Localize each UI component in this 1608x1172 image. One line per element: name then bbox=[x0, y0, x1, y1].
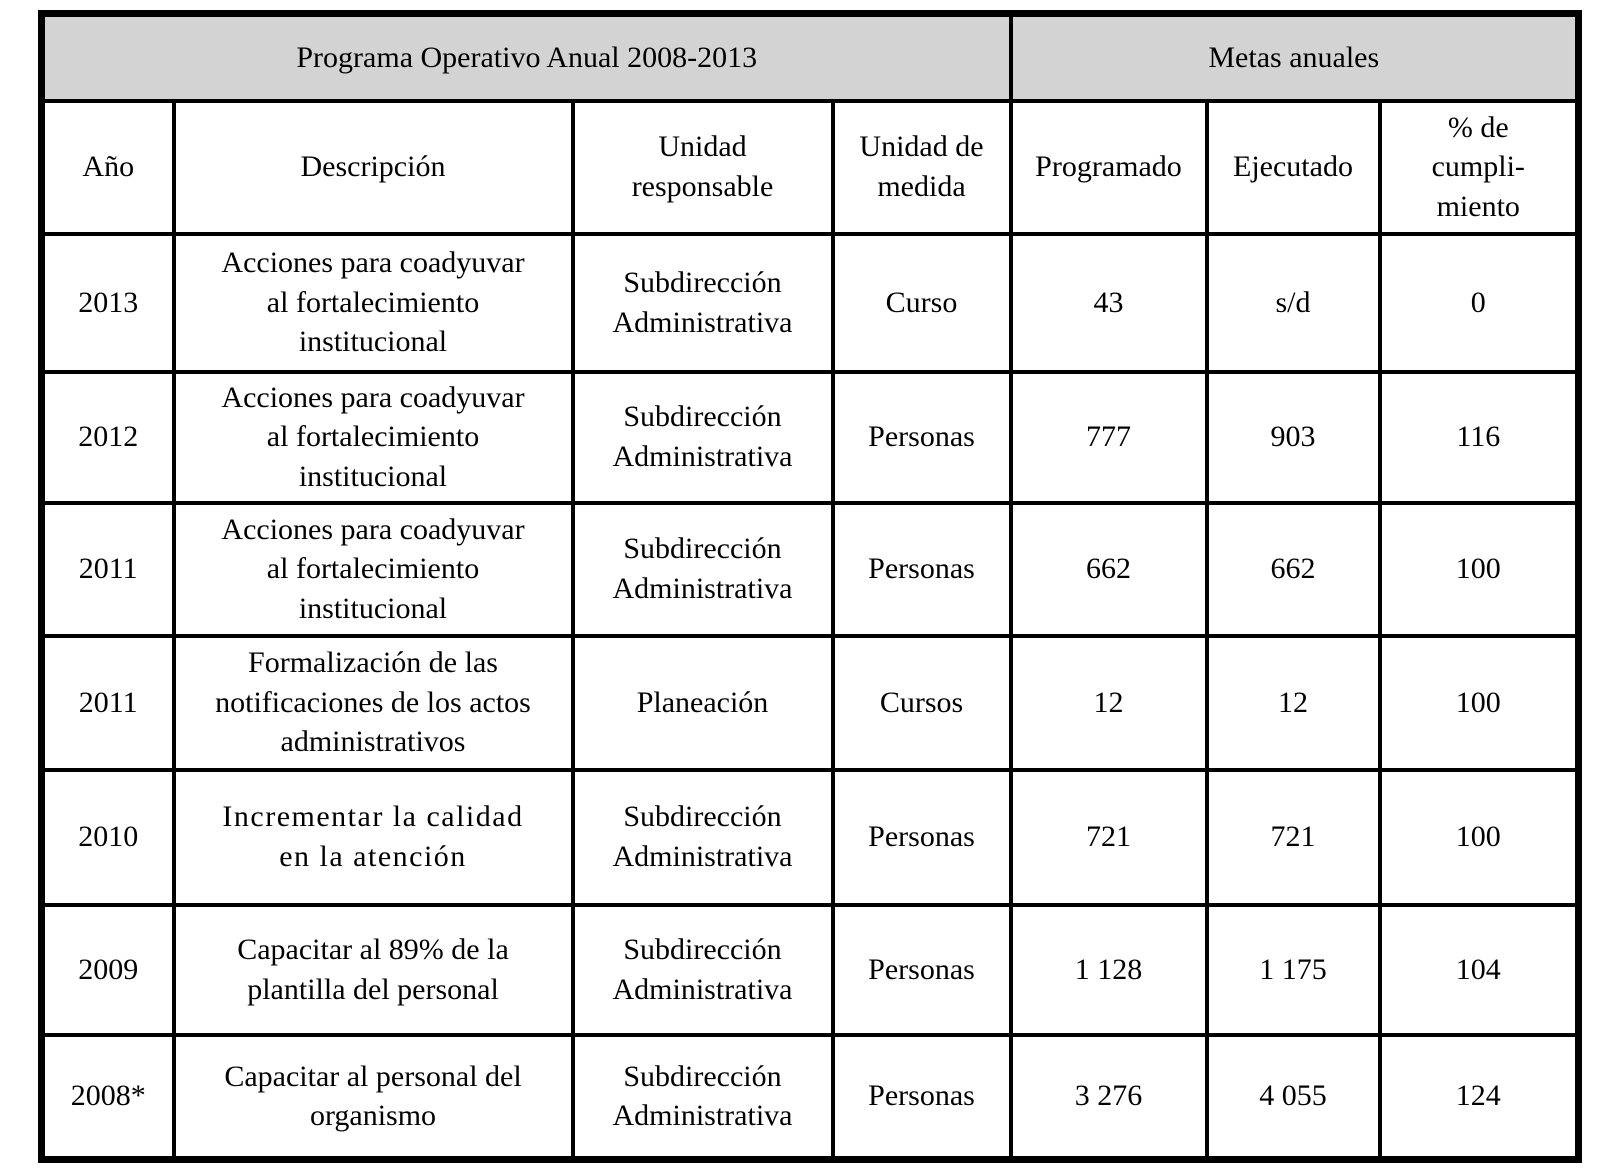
table-row: 2009 Capacitar al 89% de la plantilla de… bbox=[39, 902, 1581, 1037]
cell-unidad-responsable: Subdirección Administrativa bbox=[570, 902, 835, 1037]
cell-ejecutado: 12 bbox=[1204, 633, 1382, 772]
table-title-left: Programa Operativo Anual 2008-2013 bbox=[39, 11, 1013, 103]
cell-ejecutado: 903 bbox=[1204, 369, 1382, 505]
cell-descripcion: Capacitar al personal del organismo bbox=[171, 1032, 575, 1162]
cell-descripcion: Incrementar la calidad en la atención bbox=[171, 767, 575, 907]
cell-ejecutado: 721 bbox=[1204, 767, 1382, 907]
cell-ano: 2009 bbox=[39, 902, 176, 1037]
table-row: 2011 Acciones para coadyuvar al fortalec… bbox=[39, 500, 1581, 638]
cell-descripcion: Acciones para coadyuvar al fortalecimien… bbox=[171, 231, 575, 374]
cell-unidad-responsable: Subdirección Administrativa bbox=[570, 500, 835, 638]
cell-ano: 2013 bbox=[39, 231, 176, 374]
cell-descripcion: Acciones para coadyuvar al fortalecimien… bbox=[171, 369, 575, 505]
cell-cumplimiento: 104 bbox=[1377, 902, 1581, 1037]
cell-unidad-medida: Personas bbox=[830, 902, 1013, 1037]
header-unidad-medida: Unidad de medida bbox=[830, 98, 1013, 236]
cell-ano: 2011 bbox=[39, 633, 176, 772]
cell-programado: 43 bbox=[1008, 231, 1209, 374]
table-header-row: Año Descripción Unidad responsable Unida… bbox=[39, 98, 1581, 236]
table-band-row: Programa Operativo Anual 2008-2013 Metas… bbox=[39, 11, 1581, 103]
table-row: 2010 Incrementar la calidad en la atenci… bbox=[39, 767, 1581, 907]
table-title-right: Metas anuales bbox=[1008, 11, 1581, 103]
cell-unidad-medida: Personas bbox=[830, 767, 1013, 907]
cell-unidad-medida: Curso bbox=[830, 231, 1013, 374]
table-row: 2011 Formalización de las notificaciones… bbox=[39, 633, 1581, 772]
cell-unidad-responsable: Subdirección Administrativa bbox=[570, 231, 835, 374]
cell-unidad-medida: Personas bbox=[830, 369, 1013, 505]
cell-ano: 2012 bbox=[39, 369, 176, 505]
cell-descripcion: Capacitar al 89% de la plantilla del per… bbox=[171, 902, 575, 1037]
cell-unidad-responsable: Subdirección Administrativa bbox=[570, 1032, 835, 1162]
cell-programado: 721 bbox=[1008, 767, 1209, 907]
cell-programado: 3 276 bbox=[1008, 1032, 1209, 1162]
cell-descripcion: Acciones para coadyuvar al fortalecimien… bbox=[171, 500, 575, 638]
cell-ejecutado: 4 055 bbox=[1204, 1032, 1382, 1162]
cell-programado: 662 bbox=[1008, 500, 1209, 638]
cell-unidad-responsable: Planeación bbox=[570, 633, 835, 772]
cell-unidad-medida: Personas bbox=[830, 1032, 1013, 1162]
cell-programado: 777 bbox=[1008, 369, 1209, 505]
cell-cumplimiento: 0 bbox=[1377, 231, 1581, 374]
cell-programado: 12 bbox=[1008, 633, 1209, 772]
cell-ejecutado: s/d bbox=[1204, 231, 1382, 374]
cell-descripcion: Formalización de las notificaciones de l… bbox=[171, 633, 575, 772]
table-row: 2013 Acciones para coadyuvar al fortalec… bbox=[39, 231, 1581, 374]
cell-ano: 2011 bbox=[39, 500, 176, 638]
cell-unidad-medida: Cursos bbox=[830, 633, 1013, 772]
cell-cumplimiento: 100 bbox=[1377, 633, 1581, 772]
cell-cumplimiento: 100 bbox=[1377, 500, 1581, 638]
cell-programado: 1 128 bbox=[1008, 902, 1209, 1037]
cell-unidad-medida: Personas bbox=[830, 500, 1013, 638]
cell-cumplimiento: 116 bbox=[1377, 369, 1581, 505]
header-ejecutado: Ejecutado bbox=[1204, 98, 1382, 236]
header-cumplimiento: % de cumpli- miento bbox=[1377, 98, 1581, 236]
cell-cumplimiento: 100 bbox=[1377, 767, 1581, 907]
cell-ano: 2008* bbox=[39, 1032, 176, 1162]
poa-metas-table: Programa Operativo Anual 2008-2013 Metas… bbox=[38, 10, 1583, 1163]
cell-unidad-responsable: Subdirección Administrativa bbox=[570, 767, 835, 907]
table-row: 2012 Acciones para coadyuvar al fortalec… bbox=[39, 369, 1581, 505]
header-programado: Programado bbox=[1008, 98, 1209, 236]
cell-unidad-responsable: Subdirección Administrativa bbox=[570, 369, 835, 505]
cell-ejecutado: 662 bbox=[1204, 500, 1382, 638]
header-descripcion: Descripción bbox=[171, 98, 575, 236]
header-ano: Año bbox=[39, 98, 176, 236]
cell-ejecutado: 1 175 bbox=[1204, 902, 1382, 1037]
cell-cumplimiento: 124 bbox=[1377, 1032, 1581, 1162]
cell-ano: 2010 bbox=[39, 767, 176, 907]
table-row: 2008* Capacitar al personal del organism… bbox=[39, 1032, 1581, 1162]
header-unidad-responsable: Unidad responsable bbox=[570, 98, 835, 236]
